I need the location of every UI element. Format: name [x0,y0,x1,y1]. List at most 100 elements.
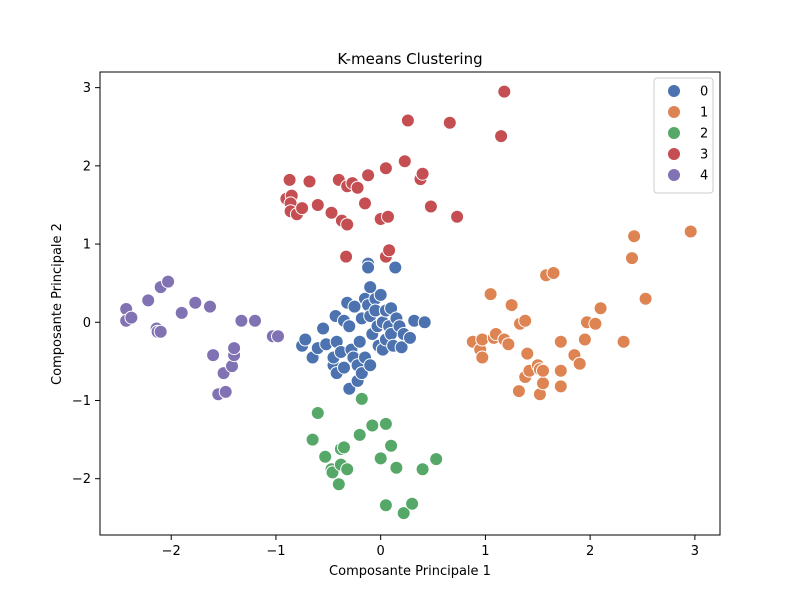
data-point-cluster-1 [483,287,498,302]
data-point-cluster-1 [627,229,642,244]
legend-marker-0 [667,84,681,98]
data-point-cluster-2 [378,498,393,513]
data-point-cluster-4 [206,348,221,363]
data-point-cluster-0 [394,340,409,355]
data-point-cluster-0 [363,280,378,295]
data-point-cluster-3 [340,217,355,232]
legend-label-3: 3 [700,148,708,163]
data-point-cluster-1 [475,350,490,365]
data-point-cluster-2 [389,460,404,475]
data-point-cluster-3 [397,154,412,169]
data-point-cluster-2 [415,462,430,477]
legend-marker-1 [667,105,681,119]
data-point-cluster-3 [350,180,365,195]
plot-frame [99,71,721,536]
data-point-cluster-1 [553,334,568,349]
data-point-cluster-2 [378,416,393,431]
data-point-cluster-4 [271,329,285,344]
legend-label-2: 2 [700,127,708,142]
y-tick-label: 1 [83,238,91,253]
data-point-cluster-4 [227,341,242,356]
data-point-cluster-3 [358,196,372,211]
data-point-cluster-4 [161,274,176,289]
y-tick-label: −2 [72,472,91,487]
data-point-cluster-1 [683,224,698,239]
chart-title: K-means Clustering [337,50,482,68]
data-point-cluster-4 [124,310,139,325]
data-point-cluster-1 [546,266,561,280]
data-point-cluster-2 [354,391,369,406]
data-point-cluster-4 [153,324,168,339]
data-point-cluster-2 [310,406,325,420]
data-point-cluster-1 [593,301,608,316]
data-point-cluster-4 [248,313,262,328]
data-point-cluster-0 [388,260,403,275]
data-point-cluster-0 [361,260,376,275]
data-point-cluster-2 [396,506,411,521]
y-tick-label: 0 [83,316,91,331]
axes-layer: −2 −1 0 1 2 3 −2 −1 0 1 2 3 [72,71,721,559]
data-point-cluster-3 [282,172,297,187]
data-point-cluster-1 [625,251,639,266]
y-tick-label: −1 [72,394,91,409]
data-point-cluster-1 [536,376,550,391]
data-point-cluster-3 [450,209,465,224]
legend-marker-3 [667,147,681,161]
data-point-cluster-4 [234,313,249,328]
legend-label-0: 0 [700,85,708,100]
legend-marker-2 [667,126,681,140]
data-point-cluster-4 [174,305,189,320]
data-point-cluster-1 [588,316,603,331]
legend: 0 1 2 3 4 [653,77,714,194]
x-tick-label: 1 [481,544,489,559]
data-point-cluster-3 [382,243,397,258]
data-point-cluster-4 [188,295,203,310]
data-point-cluster-1 [553,379,568,394]
data-point-cluster-4 [141,293,156,308]
data-point-cluster-1 [501,337,516,352]
data-point-cluster-1 [616,334,631,349]
data-point-cluster-1 [577,332,592,347]
data-point-cluster-1 [553,363,568,378]
data-point-cluster-2 [331,477,346,492]
data-point-cluster-3 [295,201,310,216]
data-point-cluster-2 [373,451,388,466]
data-point-cluster-2 [365,418,380,433]
legend-label-1: 1 [700,106,708,121]
data-point-cluster-0 [417,315,432,330]
y-tick-label: 3 [83,81,91,96]
data-point-cluster-3 [494,129,509,144]
data-point-cluster-0 [352,334,367,349]
x-tick-label: −2 [162,544,181,559]
data-point-cluster-2 [429,452,444,467]
x-tick-label: 3 [691,544,699,559]
legend-label-4: 4 [700,169,708,184]
data-point-cluster-0 [347,299,362,314]
data-point-cluster-0 [363,358,378,373]
data-point-cluster-0 [342,319,357,334]
x-tick-label: 2 [586,544,594,559]
data-point-cluster-4 [203,299,217,314]
data-point-cluster-3 [361,168,376,183]
data-point-cluster-0 [403,330,417,345]
data-point-cluster-2 [384,438,399,453]
data-point-cluster-1 [536,363,550,378]
data-point-cluster-3 [400,113,415,128]
data-point-cluster-1 [572,356,587,371]
data-point-cluster-3 [415,166,430,181]
legend-box [653,77,714,194]
data-point-cluster-1 [518,313,533,328]
data-point-cluster-3 [497,84,512,99]
data-point-cluster-2 [352,427,367,442]
legend-marker-4 [667,168,681,182]
data-point-cluster-2 [340,462,355,477]
data-point-cluster-1 [504,298,519,313]
data-point-cluster-1 [520,346,535,361]
data-point-cluster-0 [337,360,351,375]
data-point-cluster-3 [442,115,457,130]
data-point-cluster-3 [423,199,438,214]
data-point-cluster-2 [305,432,320,447]
data-point-cluster-2 [337,440,351,455]
y-axis-title: Composante Principale 2 [50,223,65,385]
data-point-cluster-3 [324,205,339,220]
